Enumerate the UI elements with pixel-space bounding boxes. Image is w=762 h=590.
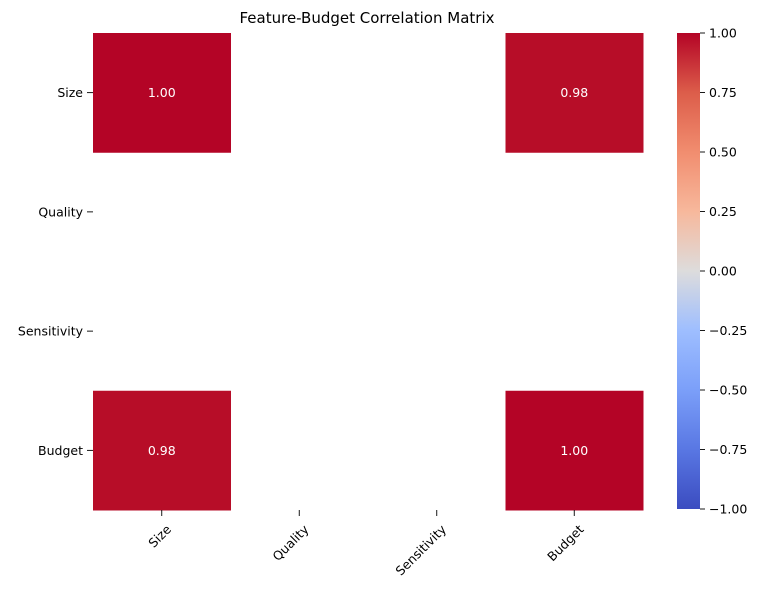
y-tick-label-budget: Budget <box>38 443 83 458</box>
cell-annotation-0-3: 0.98 <box>560 85 588 100</box>
cell-annotation-3-0: 0.98 <box>148 443 176 458</box>
y-tick-label-quality: Quality <box>38 204 83 219</box>
y-tick-label-size: Size <box>57 85 83 100</box>
cell-annotation-0-0: 1.00 <box>148 85 176 100</box>
y-tick-label-sensitivity: Sensitivity <box>18 324 84 339</box>
x-tick-label-size: Size <box>145 521 174 550</box>
colorbar-tick-label: −0.50 <box>709 383 747 398</box>
colorbar-tick-label: −0.75 <box>709 442 747 457</box>
colorbar-tick-label: 0.00 <box>709 264 737 279</box>
x-tick-label-quality: Quality <box>269 521 312 564</box>
heatmap-cell-0-0 <box>93 33 231 153</box>
x-axis: Size Quality Sensitivity Budget <box>145 510 587 578</box>
cell-annotation-3-3: 1.00 <box>560 443 588 458</box>
heatmap-cell-3-3 <box>505 390 644 511</box>
colorbar-tick-label: 0.75 <box>709 85 737 100</box>
chart-title: Feature-Budget Correlation Matrix <box>240 9 495 27</box>
colorbar-tick-label: −1.00 <box>709 502 747 517</box>
x-tick-label-budget: Budget <box>544 522 586 564</box>
heatmap-cell-0-3 <box>505 33 644 153</box>
colorbar-tick-label: 0.50 <box>709 145 737 160</box>
y-axis: Size Quality Sensitivity Budget <box>18 85 93 458</box>
colorbar <box>677 33 700 509</box>
colorbar-tick-label: −0.25 <box>709 323 747 338</box>
x-tick-label-sensitivity: Sensitivity <box>392 521 449 578</box>
cell-annotations: 1.00 0.98 0.98 1.00 <box>148 85 588 458</box>
colorbar-tick-label: 0.25 <box>709 204 737 219</box>
colorbar-tick-label: 1.00 <box>709 26 737 41</box>
colorbar-axis: 1.00 0.75 0.50 0.25 0.00 −0.25 −0.50 −0.75 −1.00 <box>700 26 747 517</box>
heatmap-cells <box>93 33 644 511</box>
heatmap-cell-3-0 <box>93 390 231 511</box>
